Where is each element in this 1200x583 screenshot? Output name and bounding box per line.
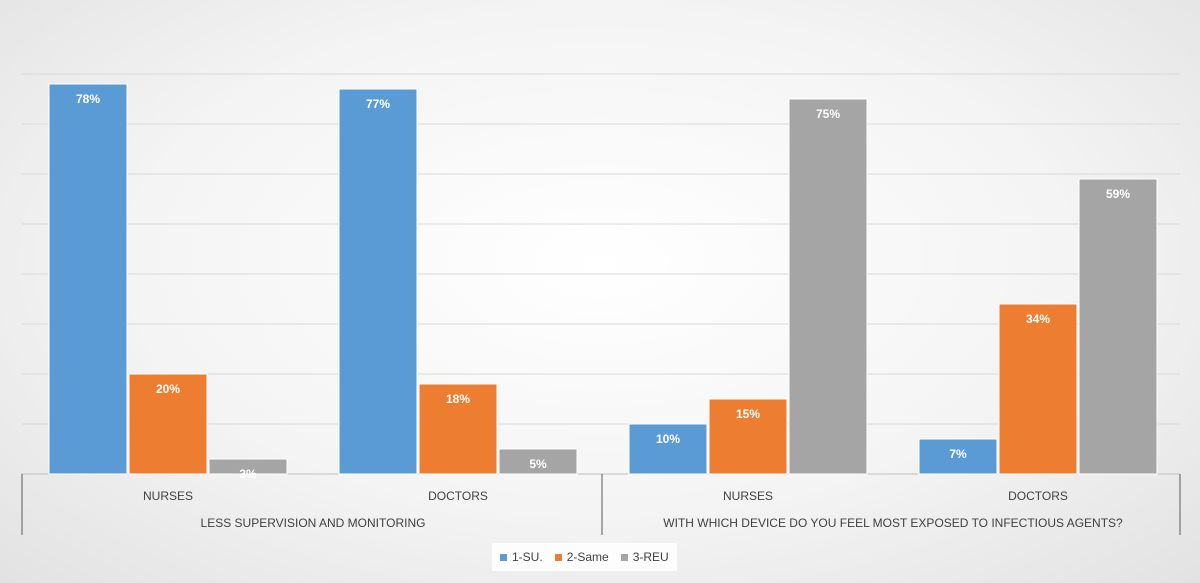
data-label-2-2: 18% xyxy=(446,392,470,406)
data-label-3-1: 3% xyxy=(239,467,257,481)
category-label-4: DOCTORS xyxy=(1008,489,1068,503)
data-label-1-3: 10% xyxy=(656,432,680,446)
legend-swatch-1 xyxy=(500,553,507,561)
legend-swatch-2 xyxy=(554,553,562,561)
data-label-1-4: 7% xyxy=(949,447,967,461)
data-label-1-2: 77% xyxy=(366,97,390,111)
bar-1-1 xyxy=(48,83,128,475)
legend-item-2: 2-Same xyxy=(554,550,609,564)
bar-2-4 xyxy=(998,303,1078,475)
data-label-3-4: 59% xyxy=(1106,187,1130,201)
bar-3-3 xyxy=(788,98,868,475)
category-label-2: DOCTORS xyxy=(428,489,488,503)
legend-label-3: 3-REU xyxy=(632,550,669,564)
bar-1-2 xyxy=(338,88,418,475)
legend: 1-SU. 2-Same 3-REU xyxy=(492,543,677,571)
bar-3-4 xyxy=(1078,178,1158,475)
bar-2-1 xyxy=(128,373,208,475)
category-label-1: NURSES xyxy=(143,489,193,503)
group-label-1: LESS SUPERVISION AND MONITORING xyxy=(201,516,426,530)
legend-swatch-3 xyxy=(620,553,628,561)
data-label-3-3: 75% xyxy=(816,107,840,121)
bar-3-1 xyxy=(208,458,288,475)
data-label-2-4: 34% xyxy=(1026,312,1050,326)
bar-2-3 xyxy=(708,398,788,475)
group-label-2: WITH WHICH DEVICE DO YOU FEEL MOST EXPOS… xyxy=(663,516,1123,530)
bar-1-4 xyxy=(918,438,998,475)
bar-2-2 xyxy=(418,383,498,475)
legend-label-1: 1-SU. xyxy=(512,550,543,564)
legend-item-3: 3-REU xyxy=(620,550,669,564)
bar-1-3 xyxy=(628,423,708,475)
category-label-3: NURSES xyxy=(723,489,773,503)
legend-item-1: 1-SU. xyxy=(500,550,543,564)
bar-3-2 xyxy=(498,448,578,475)
data-label-2-1: 20% xyxy=(156,382,180,396)
data-label-2-3: 15% xyxy=(736,407,760,421)
legend-label-2: 2-Same xyxy=(566,550,609,564)
data-label-1-1: 78% xyxy=(76,92,100,106)
data-label-3-2: 5% xyxy=(529,457,547,471)
